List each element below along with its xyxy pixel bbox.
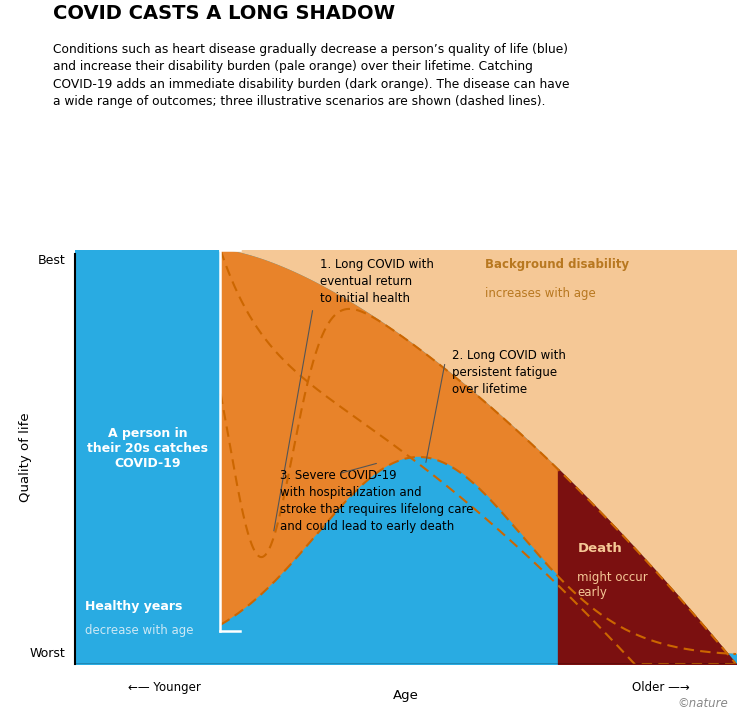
Text: Older —→: Older —→	[632, 680, 689, 693]
Text: decrease with age: decrease with age	[85, 624, 194, 638]
Text: ©nature: ©nature	[677, 698, 728, 710]
Text: 1. Long COVID with
eventual return
to initial health: 1. Long COVID with eventual return to in…	[320, 258, 433, 305]
Text: 3. Severe COVID-19
with hospitalization and
stroke that requires lifelong care
a: 3. Severe COVID-19 with hospitalization …	[280, 469, 473, 533]
Text: ←— Younger: ←— Younger	[128, 680, 201, 693]
Text: A person in
their 20s catches
COVID-19: A person in their 20s catches COVID-19	[87, 427, 208, 471]
Text: Quality of life: Quality of life	[19, 412, 32, 502]
Text: Age: Age	[393, 689, 418, 702]
Text: increases with age: increases with age	[485, 287, 596, 300]
Text: Background disability: Background disability	[485, 258, 629, 271]
Text: COVID CASTS A LONG SHADOW: COVID CASTS A LONG SHADOW	[53, 4, 395, 23]
Text: Worst: Worst	[29, 647, 65, 660]
Text: Death: Death	[578, 541, 622, 555]
Text: Conditions such as heart disease gradually decrease a person’s quality of life (: Conditions such as heart disease gradual…	[53, 43, 569, 109]
Text: Healthy years: Healthy years	[85, 600, 182, 613]
Text: 2. Long COVID with
persistent fatigue
over lifetime: 2. Long COVID with persistent fatigue ov…	[452, 349, 566, 396]
Text: Best: Best	[38, 254, 65, 267]
Text: might occur
early: might occur early	[578, 571, 648, 599]
